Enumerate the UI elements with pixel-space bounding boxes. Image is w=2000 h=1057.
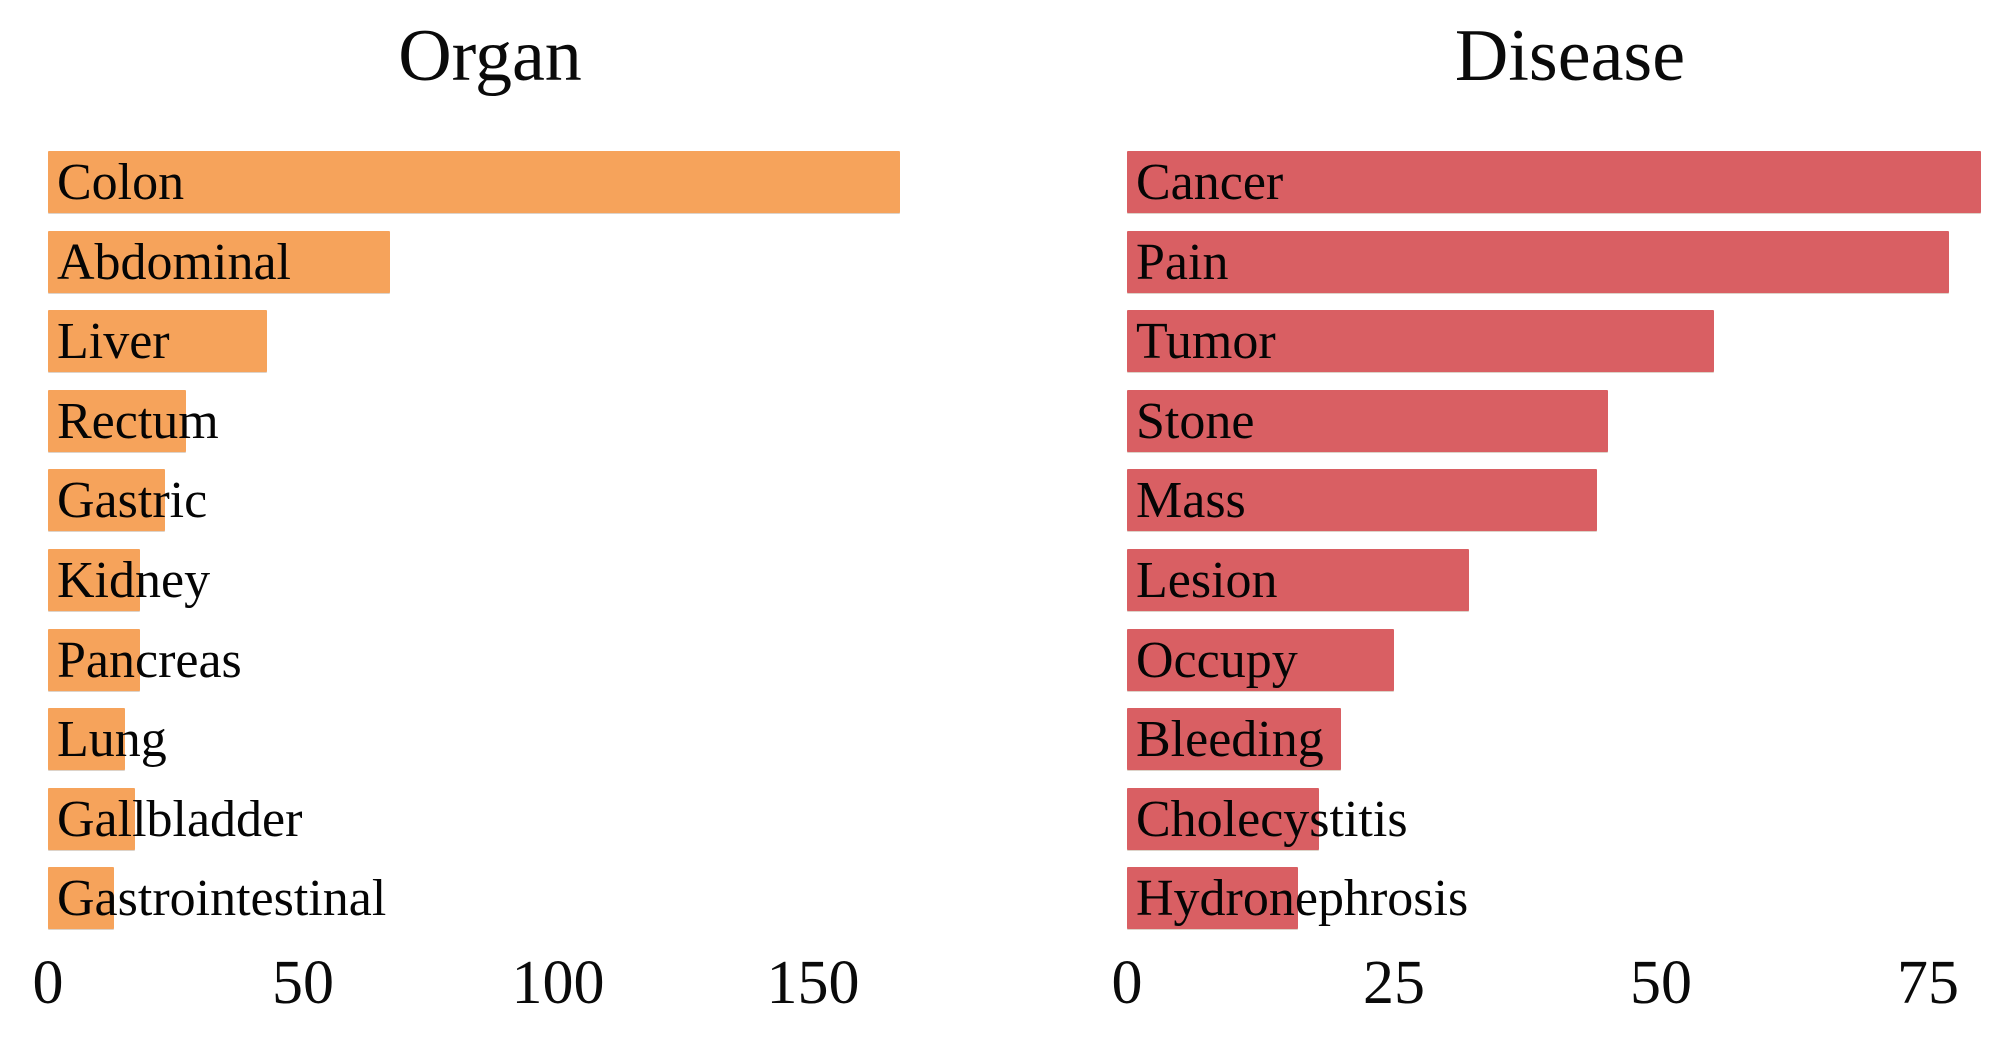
bar-label: Hydronephrosis [1136, 870, 1469, 928]
disease-chart-title: Disease [1454, 15, 1686, 97]
bar-stone [1127, 389, 1608, 452]
x-axis-tick-label: 150 [766, 949, 860, 1017]
x-axis-tick-label: 50 [1630, 949, 1692, 1017]
bar-occupy [1127, 628, 1394, 691]
bar-lesion [1127, 549, 1469, 611]
bar-gallbladder [48, 787, 135, 850]
bar-label: Liver [57, 313, 170, 371]
bar-label: Colon [57, 154, 185, 211]
bar-label: Pancreas [57, 631, 242, 689]
bar-label: Gastrointestinal [57, 870, 387, 928]
bar-label: Bleeding [1136, 711, 1324, 769]
organ-chart-title: Organ [398, 15, 582, 97]
x-axis-tick-label: 0 [32, 949, 64, 1017]
bar-kidney [48, 549, 140, 611]
x-axis-tick-label: 100 [511, 949, 605, 1017]
bar-gastric [48, 469, 165, 532]
bar-label: Pain [1136, 233, 1229, 291]
x-axis-tick-label: 25 [1363, 949, 1425, 1017]
bar-pancreas [48, 628, 140, 691]
bar-mass [1127, 469, 1597, 532]
x-axis-tick-label: 75 [1897, 949, 1959, 1017]
x-axis-tick-label: 0 [1111, 949, 1143, 1017]
bar-bleeding [1127, 708, 1341, 771]
bar-label: Cholecystitis [1136, 790, 1408, 848]
bar-label: Stone [1136, 392, 1255, 450]
bar-pain [1127, 230, 1949, 293]
bar-gastrointestinal [48, 867, 114, 930]
bar-rectum [48, 389, 186, 452]
bar-label: Rectum [57, 392, 219, 450]
bar-abdominal [48, 230, 390, 293]
x-axis-tick-label: 50 [272, 949, 334, 1017]
bar-label: Gastric [57, 472, 208, 530]
bar-cancer [1127, 151, 1981, 213]
bar-label: Occupy [1136, 631, 1298, 689]
bar-colon [48, 151, 900, 213]
bar-label: Mass [1136, 472, 1246, 530]
disease-chart: Disease Cancer Pain Tumor Stone Mass Lesion Oc… [1000, 0, 2000, 1057]
bar-label: Abdominal [57, 233, 291, 291]
bar-label: Lesion [1136, 552, 1278, 609]
bar-label: Kidney [57, 552, 211, 609]
bar-label: Gallbladder [57, 790, 303, 848]
bar-label: Cancer [1136, 154, 1284, 211]
bar-tumor [1127, 310, 1714, 373]
bar-label: Tumor [1136, 313, 1276, 371]
bar-lung [48, 708, 125, 771]
bar-hydronephrosis [1127, 867, 1298, 930]
bar-liver [48, 310, 267, 373]
bar-cholecystitis [1127, 787, 1319, 850]
organ-chart: Organ Colon Abdominal Liver Rectum Gastric Ki… [32, 15, 900, 1017]
bar-label: Lung [57, 711, 167, 769]
